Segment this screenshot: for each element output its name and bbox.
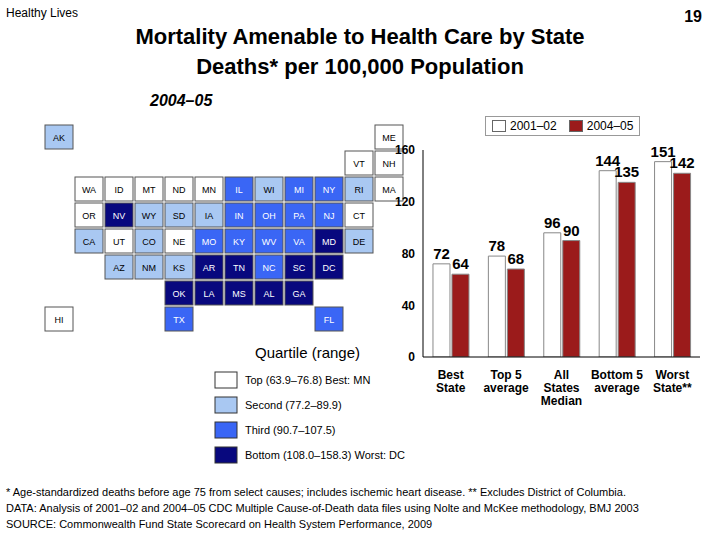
svg-text:UT: UT [113,237,125,247]
svg-text:PA: PA [293,211,304,221]
svg-text:AZ: AZ [113,263,125,273]
svg-text:SC: SC [293,263,306,273]
html-text:2004–05: 2004–05 [586,119,634,133]
svg-text:142: 142 [670,154,695,171]
svg-text:64: 64 [452,255,469,272]
svg-text:ID: ID [115,185,125,195]
svg-text:Bottom (108.0–158.3) Worst: DC: Bottom (108.0–158.3) Worst: DC [245,449,405,461]
svg-text:SD: SD [173,211,186,221]
html-text:* Age-standardized deaths befo: * Age-standardized deaths before age 75 … [6,486,626,498]
svg-text:151: 151 [650,142,676,160]
svg-text:Third (90.7–107.5): Third (90.7–107.5) [245,424,336,436]
svg-text:MO: MO [202,237,217,247]
html-text:DATA: Analysis of 2001–02 and: DATA: Analysis of 2001–02 and 2004–05 CD… [6,502,639,514]
svg-text:135: 135 [614,163,639,180]
svg-text:IL: IL [235,185,243,195]
svg-text:MS: MS [232,289,246,299]
svg-text:AK: AK [53,133,65,143]
html-text:Mortality Amenable to Health C: Mortality Amenable to Health Care by Sta… [135,24,585,49]
svg-text:144: 144 [595,151,621,169]
svg-text:CA: CA [83,237,96,247]
svg-text:RI: RI [355,185,364,195]
svg-text:OR: OR [82,211,96,221]
svg-text:GA: GA [292,289,305,299]
svg-text:WV: WV [262,237,277,247]
svg-text:OK: OK [172,289,185,299]
svg-text:MI: MI [294,185,304,195]
svg-text:KS: KS [173,263,185,273]
svg-text:WorstState**: WorstState** [653,368,692,395]
svg-text:Top 5average: Top 5average [483,368,529,395]
svg-text:80: 80 [402,247,416,261]
svg-text:MD: MD [322,237,336,247]
svg-text:NM: NM [142,263,156,273]
svg-text:BestState: BestState [436,368,466,395]
svg-text:Top (63.9–76.8) Best: MN: Top (63.9–76.8) Best: MN [245,374,370,386]
svg-text:MN: MN [202,185,216,195]
svg-text:NY: NY [323,185,336,195]
svg-text:Second (77.2–89.9): Second (77.2–89.9) [245,399,342,411]
svg-text:68: 68 [508,250,525,267]
svg-text:ME: ME [382,133,396,143]
svg-text:LA: LA [203,289,214,299]
svg-text:HI: HI [55,315,64,325]
svg-text:NE: NE [173,237,186,247]
svg-text:DE: DE [353,237,366,247]
svg-text:96: 96 [544,214,561,231]
svg-text:90: 90 [563,222,580,239]
html-text:Deaths* per 100,000 Population: Deaths* per 100,000 Population [196,54,524,79]
svg-text:VA: VA [293,237,304,247]
svg-text:WY: WY [142,211,157,221]
svg-text:KY: KY [233,237,245,247]
svg-text:ND: ND [173,185,186,195]
svg-text:WI: WI [264,185,275,195]
svg-text:OH: OH [262,211,276,221]
svg-text:0: 0 [408,350,415,364]
svg-text:CT: CT [353,211,365,221]
svg-text:120: 120 [395,195,415,209]
html-text:19: 19 [684,8,702,25]
svg-text:Bottom 5average: Bottom 5average [591,368,643,395]
svg-text:NH: NH [383,159,396,169]
svg-text:AL: AL [263,289,274,299]
html-text:2001–02: 2001–02 [510,119,557,133]
svg-text:IA: IA [205,211,214,221]
svg-text:IN: IN [235,211,244,221]
svg-text:160: 160 [395,143,415,157]
html-text:Healthy Lives: Healthy Lives [6,6,78,20]
svg-text:VT: VT [353,159,365,169]
svg-text:78: 78 [489,237,506,254]
svg-text:NC: NC [263,263,276,273]
svg-text:MA: MA [382,185,396,195]
svg-text:MT: MT [143,185,156,195]
html-text:2004–05: 2004–05 [150,92,213,109]
svg-text:NJ: NJ [324,211,335,221]
svg-text:TX: TX [173,315,185,325]
svg-text:TN: TN [233,263,245,273]
svg-text:CO: CO [142,237,156,247]
svg-text:NV: NV [113,211,126,221]
svg-text:40: 40 [402,299,416,313]
svg-text:WA: WA [82,185,96,195]
svg-text:AR: AR [203,263,216,273]
svg-text:DC: DC [323,263,336,273]
svg-text:72: 72 [433,245,450,262]
html-text:SOURCE: Commonwealth Fund Stat: SOURCE: Commonwealth Fund State Scorecar… [6,518,433,530]
svg-text:Quartile (range): Quartile (range) [255,344,360,361]
svg-text:AllStatesMedian: AllStatesMedian [541,368,582,408]
svg-text:FL: FL [324,315,335,325]
